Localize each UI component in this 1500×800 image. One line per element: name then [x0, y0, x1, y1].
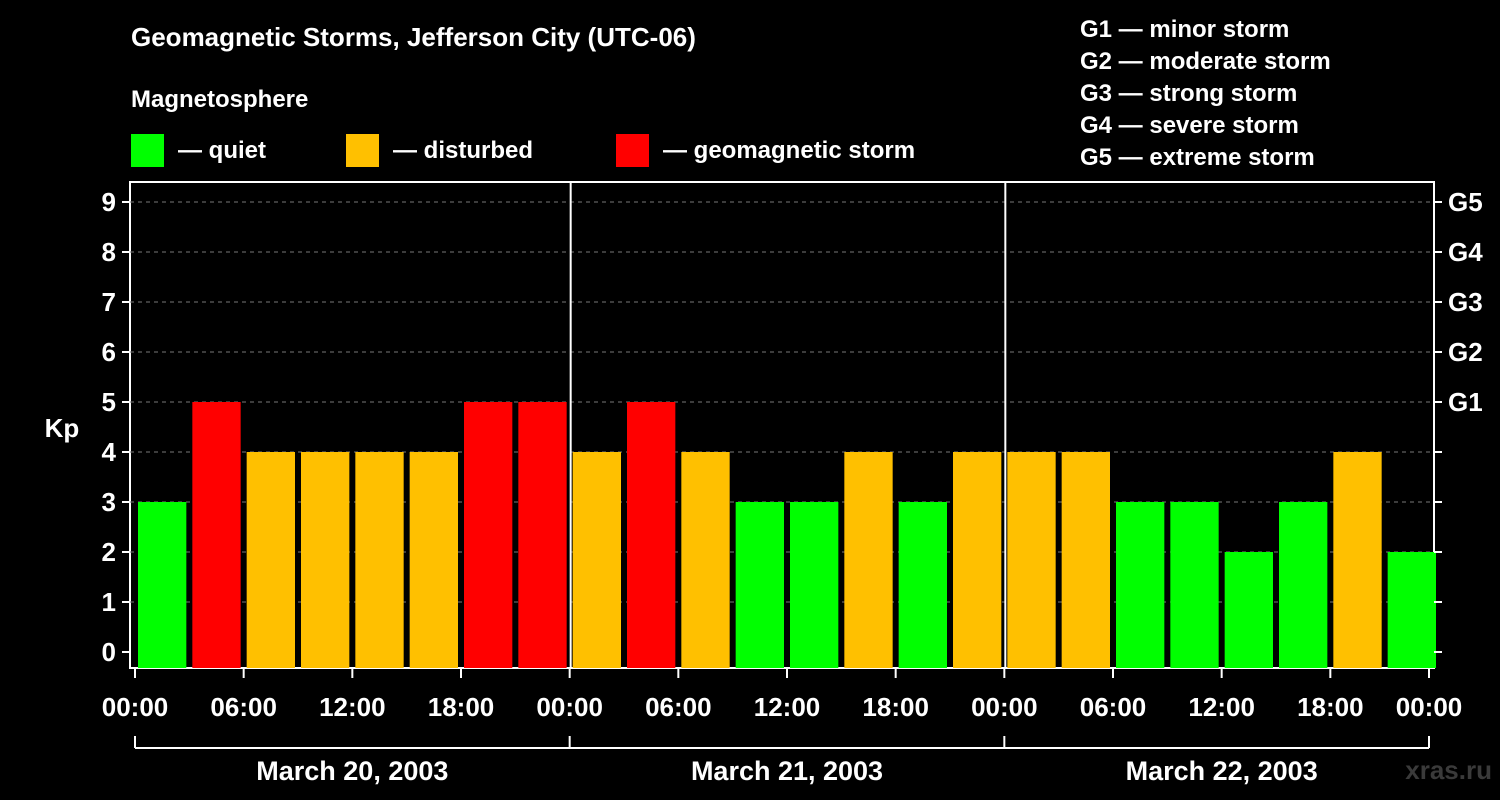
kp-bar	[192, 402, 241, 668]
x-tick-label: 06:00	[1080, 692, 1147, 722]
g-level-label: G2	[1448, 337, 1483, 367]
kp-bar	[627, 402, 676, 668]
g-scale-item: G4 — severe storm	[1080, 112, 1299, 139]
day-label: March 22, 2003	[1126, 756, 1318, 786]
g-scale-item: G3 — strong storm	[1080, 80, 1298, 107]
kp-bar	[572, 452, 621, 668]
y-tick-label: 9	[102, 187, 116, 217]
kp-bar	[790, 502, 839, 668]
g-scale-item: G2 — moderate storm	[1080, 48, 1331, 75]
g-level-label: G1	[1448, 387, 1483, 417]
kp-bar	[518, 402, 567, 668]
kp-bar	[246, 452, 295, 668]
chart-title: Geomagnetic Storms, Jefferson City (UTC-…	[131, 22, 696, 52]
kp-bar	[355, 452, 404, 668]
kp-bar	[1116, 502, 1165, 668]
y-axis-label: Kp	[45, 413, 80, 443]
y-tick-label: 0	[102, 637, 116, 667]
g-level-label: G5	[1448, 187, 1483, 217]
legend-item-disturbed: — disturbed	[346, 134, 533, 167]
x-tick-label: 06:00	[210, 692, 277, 722]
legend-label-disturbed: — disturbed	[393, 136, 534, 164]
kp-bar	[1224, 552, 1273, 668]
day-label: March 20, 2003	[256, 756, 448, 786]
y-tick-label: 8	[102, 237, 116, 267]
g-scale-legend: G1 — minor storm G2 — moderate storm G3 …	[1080, 14, 1331, 174]
legend-swatch-disturbed	[346, 134, 379, 167]
legend-swatch-quiet	[131, 134, 164, 167]
kp-bar	[1387, 552, 1436, 668]
kp-bar	[1333, 452, 1382, 668]
x-tick-label: 00:00	[102, 692, 169, 722]
x-tick-label: 12:00	[319, 692, 386, 722]
kp-bar	[898, 502, 947, 668]
y-tick-label: 3	[102, 487, 116, 517]
kp-bar	[464, 402, 513, 668]
legend-swatch-storm	[616, 134, 649, 167]
y-tick-label: 1	[102, 587, 116, 617]
x-tick-label: 18:00	[1297, 692, 1364, 722]
kp-bar	[844, 452, 893, 668]
x-tick-label: 00:00	[1396, 692, 1463, 722]
legend-label-storm: — geomagnetic storm	[663, 136, 916, 164]
kp-bar	[301, 452, 350, 668]
g-scale-item: G1 — minor storm	[1080, 16, 1290, 43]
g-level-label: G4	[1448, 237, 1483, 267]
g-scale-item: G5 — extreme storm	[1080, 144, 1315, 171]
kp-bar	[735, 502, 784, 668]
y-tick-label: 4	[102, 437, 117, 467]
kp-bar	[409, 452, 458, 668]
watermark: xras.ru	[1405, 755, 1492, 785]
x-tick-label: 12:00	[754, 692, 821, 722]
kp-bar	[1061, 452, 1110, 668]
y-tick-label: 6	[102, 337, 116, 367]
kp-bar	[138, 502, 187, 668]
y-tick-label: 2	[102, 537, 116, 567]
legend-label-quiet: — quiet	[178, 136, 266, 164]
x-tick-label: 00:00	[536, 692, 603, 722]
kp-bar	[1279, 502, 1328, 668]
legend-heading: Magnetosphere	[131, 86, 309, 113]
x-tick-label: 06:00	[645, 692, 712, 722]
day-label: March 21, 2003	[691, 756, 883, 786]
kp-bar	[681, 452, 730, 668]
legend-item-quiet: — quiet	[131, 134, 266, 167]
legend-item-storm: — geomagnetic storm	[616, 134, 915, 167]
x-tick-label: 12:00	[1188, 692, 1255, 722]
y-tick-label: 7	[102, 287, 116, 317]
x-tick-label: 00:00	[971, 692, 1038, 722]
kp-bar	[953, 452, 1002, 668]
kp-bar	[1007, 452, 1056, 668]
kp-bar	[1170, 502, 1219, 668]
x-tick-label: 18:00	[428, 692, 495, 722]
g-level-label: G3	[1448, 287, 1483, 317]
x-tick-label: 18:00	[862, 692, 929, 722]
y-tick-label: 5	[102, 387, 116, 417]
